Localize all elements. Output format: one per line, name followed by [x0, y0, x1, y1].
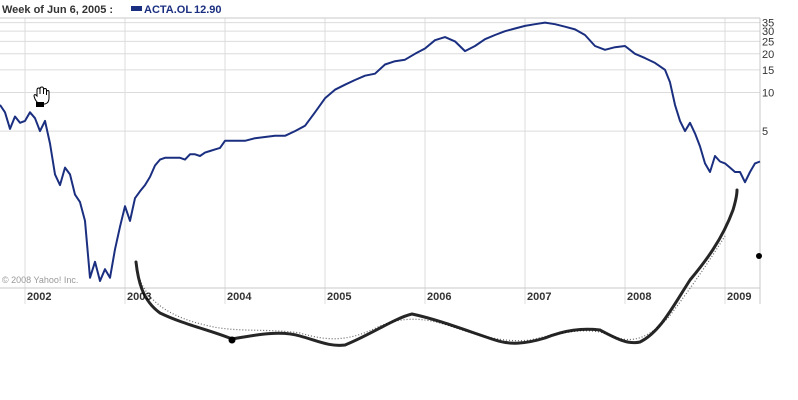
- series-legend-swatch: [131, 6, 142, 11]
- y-tick-label: 20: [762, 49, 774, 61]
- y-tick-label: 35: [762, 18, 774, 30]
- y-tick-label: 10: [762, 87, 774, 99]
- x-tick-labels: 200120022003200420052006200720082009: [27, 291, 751, 303]
- y-tick-label: 30: [762, 26, 774, 38]
- annotation-dot-left: [228, 336, 236, 344]
- annotation-dot-right: [756, 253, 762, 259]
- price-series-line: [0, 21, 761, 282]
- y-tick-label: 15: [762, 65, 774, 77]
- series-price: 12.90: [194, 4, 222, 16]
- x-tick-label: 2002: [27, 291, 51, 303]
- horizontal-grid: [0, 22, 760, 132]
- x-tick-label: 2009: [727, 291, 751, 303]
- hand-cursor-icon: [33, 86, 50, 105]
- y-tick-label: 5: [762, 126, 768, 138]
- x-tick-label: 2005: [327, 291, 351, 303]
- week-label: Week of Jun 6, 2005 :: [2, 4, 113, 16]
- cursor-marker: [36, 102, 44, 107]
- x-tick-label: 2007: [527, 291, 551, 303]
- vertical-grid: [24, 18, 726, 304]
- hand-drawn-annotation-stroke-rough: [139, 235, 726, 342]
- copyright-text: © 2008 Yahoo! Inc.: [2, 275, 78, 285]
- x-tick-label: 2008: [627, 291, 651, 303]
- x-tick-label: 2006: [427, 291, 451, 303]
- x-tick-label: 2004: [227, 291, 252, 303]
- series-ticker: ACTA.OL: [144, 4, 192, 16]
- y-tick-label: 25: [762, 36, 774, 48]
